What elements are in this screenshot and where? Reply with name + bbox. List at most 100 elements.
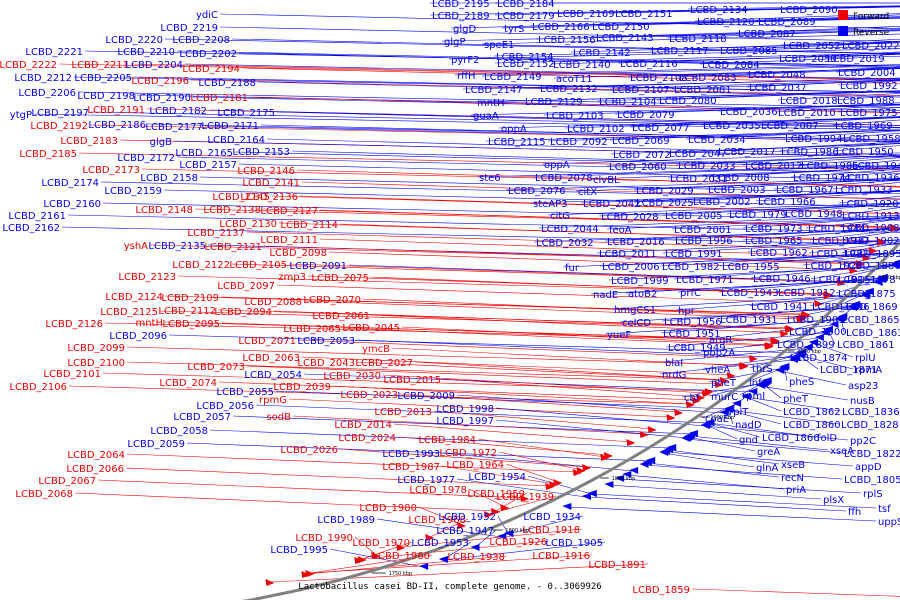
feature-label: LCBD_2087 <box>738 29 796 40</box>
feature-connector <box>662 347 808 363</box>
feature-connector <box>838 195 900 204</box>
forward-feature-glyph <box>582 464 592 471</box>
feature-label: LCBD_1916 <box>532 551 590 562</box>
feature-label: LCBD_2186 <box>88 120 146 131</box>
forward-feature-glyph <box>822 292 832 299</box>
feature-label: LCBD_2148 <box>135 205 193 216</box>
feature-label: LCBD_1915 <box>813 275 871 286</box>
feature-connector <box>301 356 732 376</box>
feature-label: LCBD_2211 <box>71 60 129 71</box>
feature-label: LCBD_2208 <box>172 35 230 46</box>
forward-feature-glyph <box>647 426 657 433</box>
feature-label: speE1 <box>484 40 514 51</box>
feature-label: LCBD_1908 <box>842 223 900 234</box>
feature-connector <box>297 339 754 359</box>
feature-label: LCBD_2027 <box>355 358 413 369</box>
feature-label: LCBD_1865 <box>842 315 900 326</box>
feature-label: LCBD_1949 <box>668 343 726 354</box>
feature-connector <box>599 252 900 267</box>
feature-connector <box>688 436 756 452</box>
feature-connector <box>391 347 744 367</box>
feature-label: LCBD_2117 <box>651 46 709 57</box>
feature-label: LCBD_2090 <box>780 5 838 16</box>
feature-connector <box>661 306 854 322</box>
feature-label: LCBD_2100 <box>67 358 125 369</box>
feature-label: vheA <box>705 365 730 376</box>
reverse-feature-glyph <box>582 493 591 500</box>
feature-label: murC <box>711 392 738 403</box>
feature-connector <box>689 435 829 451</box>
feature-connector <box>199 176 900 194</box>
feature-label: LCBD_1932 <box>811 249 869 260</box>
reverse-feature-glyph <box>615 475 625 482</box>
feature-label: LCBD_1998 <box>436 404 494 415</box>
feature-label: LCBD_2219 <box>160 23 218 34</box>
feature-connector <box>677 277 883 293</box>
feature-label: LCBD_2044 <box>541 224 599 235</box>
feature-connector <box>833 145 900 152</box>
feature-label: LCBD_2008 <box>712 173 770 184</box>
legend-label-reverse: Reverse <box>853 28 890 38</box>
feature-connector <box>493 45 900 57</box>
feature-label: LCBD_2031 <box>670 174 728 185</box>
feature-connector <box>694 13 900 22</box>
feature-label: xseA <box>830 446 854 457</box>
feature-label: LCBD_1861 <box>837 340 895 351</box>
feature-label: LCBD_2084 <box>702 60 760 71</box>
feature-connector <box>629 116 900 128</box>
feature-connector <box>495 419 687 439</box>
feature-label: blaI <box>665 358 683 369</box>
feature-label: LCBD_2053 <box>297 336 355 347</box>
forward-feature-glyph <box>457 522 466 529</box>
feature-connector <box>705 178 900 190</box>
feature-connector <box>477 438 606 458</box>
feature-label: LCBD_2194 <box>182 64 240 75</box>
forward-feature-glyph <box>714 381 724 388</box>
feature-label: LCBD_1970 <box>352 538 410 549</box>
feature-connector <box>270 563 649 583</box>
feature-label: LCBD_2035 <box>703 121 761 132</box>
feature-label: xseB <box>781 460 805 471</box>
feature-label: LCBD_2065 <box>283 324 341 335</box>
feature-label: LCBD_2101 <box>43 369 101 380</box>
reverse-feature-glyph <box>851 301 861 308</box>
reverse-feature-glyph <box>660 448 670 455</box>
feature-label: rpmG <box>259 395 287 406</box>
feature-label: LCBD_1828 <box>841 420 899 431</box>
feature-label: LCBD_2032 <box>536 238 594 249</box>
feature-connector <box>727 409 840 425</box>
feature-label: LCBD_2192 <box>30 121 88 132</box>
feature-connector <box>441 452 634 472</box>
feature-connector <box>780 38 900 46</box>
tick-label: 1900 kbp <box>710 415 734 421</box>
reverse-feature-glyph <box>837 314 847 321</box>
feature-connector <box>505 177 900 191</box>
feature-label: LCBD_2022 <box>842 41 900 52</box>
feature-label: ste6 <box>479 173 501 184</box>
feature-label: appD <box>855 462 882 473</box>
feature-label: prfC <box>680 288 701 299</box>
feature-label: LCBD_1863 <box>846 328 900 339</box>
reverse-feature-glyph <box>562 503 572 510</box>
feature-label: LCBD_1886 <box>843 261 900 272</box>
feature-connector <box>672 227 900 241</box>
feature-connector <box>656 90 900 101</box>
reverse-feature-glyph <box>756 382 766 389</box>
tick-label: 2000 kbp <box>878 275 900 281</box>
feature-label: LCBD_1925 <box>805 261 863 272</box>
feature-connector <box>687 5 900 10</box>
forward-feature-glyph <box>484 511 493 518</box>
feature-connector <box>430 518 469 538</box>
feature-label: LCBD_2188 <box>198 78 256 89</box>
feature-connector <box>208 109 900 126</box>
feature-label: LCBD_2173 <box>82 165 140 176</box>
feature-connector <box>371 314 785 334</box>
feature-connector <box>508 515 584 535</box>
feature-connector <box>745 396 782 412</box>
label-connectors <box>33 2 900 597</box>
feature-connector <box>382 374 707 394</box>
feature-label: LCBD_2018 <box>780 96 838 107</box>
feature-label: LCBD_2109 <box>161 293 219 304</box>
tick-label: 1800 kbp <box>505 528 529 534</box>
feature-connector <box>275 390 730 410</box>
